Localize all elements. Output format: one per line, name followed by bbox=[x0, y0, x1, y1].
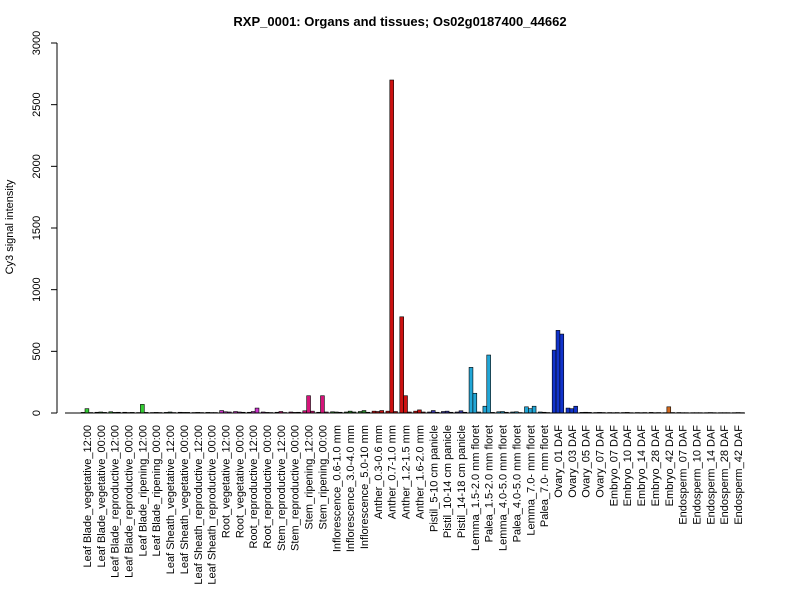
bar bbox=[482, 405, 488, 414]
bar bbox=[320, 395, 325, 414]
y-tick-label: 1500 bbox=[31, 216, 43, 240]
bar bbox=[666, 406, 672, 414]
x-tick-label: Root_reproductive_12:00 bbox=[248, 425, 260, 549]
x-tick-label: Anther_0.7-1.0 mm bbox=[387, 425, 399, 519]
x-tick-label: Palea_4.0-5.0 mm floret bbox=[511, 425, 523, 542]
x-tick-label: Inflorescence_3.0-4.0 mm bbox=[345, 425, 357, 552]
bar bbox=[573, 405, 578, 414]
bar bbox=[140, 404, 145, 414]
bar bbox=[403, 395, 408, 414]
x-tick-label: Endosperm_42 DAF bbox=[733, 425, 745, 525]
x-tick-label: Endosperm_07 DAF bbox=[678, 425, 690, 525]
x-tick-label: Stem_ripening_12:00 bbox=[304, 425, 316, 530]
bar bbox=[565, 407, 571, 414]
x-tick-label: Leaf Sheath_reproductive_00:00 bbox=[207, 425, 219, 585]
y-tick-label: 3000 bbox=[31, 31, 43, 55]
y-axis: 0 500 1000 1500 2000 2500 3000 bbox=[31, 31, 58, 416]
y-tick-label: 500 bbox=[31, 342, 43, 360]
x-tick-label: Leaf Blade_vegetative_12:00 bbox=[82, 425, 94, 568]
bar bbox=[531, 405, 537, 414]
bars-group bbox=[80, 79, 745, 414]
bar bbox=[468, 367, 474, 414]
x-tick-label: Endosperm_14 DAF bbox=[705, 425, 717, 525]
x-tick-label: Leaf Sheath_reproductive_12:00 bbox=[193, 425, 205, 585]
bar bbox=[551, 349, 557, 414]
x-tick-label: Pistil_5-10 cm panicle bbox=[428, 425, 440, 532]
x-tick-label: Root_vegetative_12:00 bbox=[220, 425, 232, 538]
y-tick-label: 1000 bbox=[31, 277, 43, 301]
x-tick-label: Stem_reproductive_12:00 bbox=[276, 425, 288, 551]
x-tick-labels: Leaf Blade_vegetative_12:00 Leaf Blade_ve… bbox=[82, 425, 745, 585]
x-tick-label: Leaf Sheath_vegetative_12:00 bbox=[165, 425, 177, 574]
x-tick-label: Embryo_14 DAF bbox=[636, 425, 648, 507]
bar bbox=[559, 333, 565, 414]
x-tick-label: Anther_1.2-1.5 mm bbox=[401, 425, 413, 519]
bar bbox=[569, 408, 575, 414]
x-tick-label: Lemma_7.0- mm floret bbox=[525, 425, 537, 536]
x-tick-label: Inflorescence_5.0-10 mm bbox=[359, 425, 371, 549]
x-tick-label: Ovary_01 DAF bbox=[553, 425, 565, 498]
x-tick-label: Leaf Sheath_vegetative_00:00 bbox=[179, 425, 191, 574]
x-tick-label: Ovary_03 DAF bbox=[567, 425, 579, 498]
x-tick-label: Endosperm_10 DAF bbox=[692, 425, 704, 525]
bar bbox=[254, 407, 260, 414]
x-tick-label: Anther_0.3-0.6 mm bbox=[373, 425, 385, 519]
y-tick-label: 2500 bbox=[31, 92, 43, 116]
y-tick-label: 2000 bbox=[31, 154, 43, 178]
bar bbox=[472, 392, 478, 414]
x-tick-label: Leaf Blade_ripening_12:00 bbox=[137, 425, 149, 557]
x-tick-label: Pistil_10-14 cm panicle bbox=[442, 425, 454, 538]
chart-title: RXP_0001: Organs and tissues; Os02g01874… bbox=[233, 14, 566, 29]
x-tick-label: Embryo_28 DAF bbox=[650, 425, 662, 507]
y-tick-label: 0 bbox=[31, 410, 43, 416]
x-tick-label: Pistil_14-18 cm panicle bbox=[456, 425, 468, 538]
x-tick-label: Inflorescence_0.6-1.0 mm bbox=[331, 425, 343, 552]
x-tick-label: Lemma_1.5-2.0 mm floret bbox=[470, 425, 482, 551]
x-tick-label: Leaf Blade_reproductive_00:00 bbox=[123, 425, 135, 578]
bar bbox=[389, 79, 394, 414]
bar bbox=[306, 395, 311, 414]
bar bbox=[84, 408, 90, 414]
x-tick-label: Stem_reproductive_00:00 bbox=[290, 425, 302, 551]
bar bbox=[524, 406, 529, 414]
x-tick-label: Lemma_4.0-5.0 mm floret bbox=[498, 425, 510, 551]
x-tick-label: Endosperm_28 DAF bbox=[719, 425, 731, 525]
x-tick-label: Root_vegetative_00:00 bbox=[234, 425, 246, 538]
x-tick-label: Leaf Blade_vegetative_00:00 bbox=[96, 425, 108, 568]
x-tick-label: Leaf Blade_reproductive_12:00 bbox=[110, 425, 122, 578]
x-tick-label: Leaf Blade_ripening_00:00 bbox=[151, 425, 163, 557]
x-tick-label: Palea_7.0- mm floret bbox=[539, 425, 551, 527]
x-tick-label: Root_reproductive_00:00 bbox=[262, 425, 274, 549]
x-tick-label: Ovary_05 DAF bbox=[581, 425, 593, 498]
bar bbox=[399, 316, 404, 414]
bar bbox=[528, 408, 533, 414]
x-tick-label: Stem_ripening_00:00 bbox=[317, 425, 329, 530]
x-tick-label: Palea_1.5-2.0 mm floret bbox=[484, 425, 496, 542]
x-tick-label: Ovary_07 DAF bbox=[595, 425, 607, 498]
x-tick-label: Embryo_42 DAF bbox=[664, 425, 676, 507]
y-axis-title: Cy3 signal intensity bbox=[4, 179, 16, 274]
x-tick-label: Anther_1.6-2.0 mm bbox=[414, 425, 426, 519]
bar bbox=[486, 354, 491, 414]
x-tick-label: Embryo_10 DAF bbox=[622, 425, 634, 507]
x-tick-label: Embryo_07 DAF bbox=[608, 425, 620, 507]
bar bbox=[555, 330, 561, 414]
